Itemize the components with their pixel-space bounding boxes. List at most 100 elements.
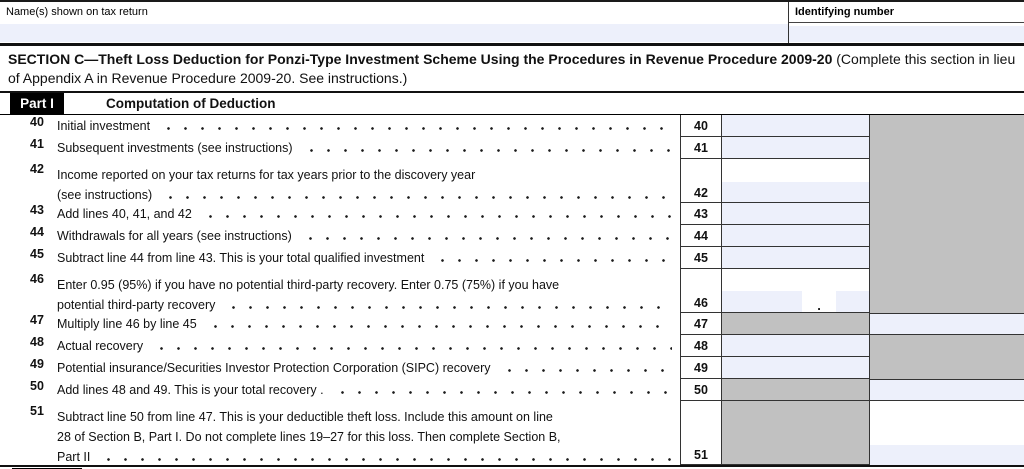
- table-row-line-45: 45 Subtract line 44 from line 43. This is…: [0, 247, 1024, 269]
- line-46-text-content: potential third-party recovery: [57, 298, 216, 312]
- line-42-text: Income reported on your tax returns for …: [57, 162, 680, 203]
- line-51-text-line: 28 of Section B, Part I. Do not complete…: [57, 427, 676, 447]
- line-46-number: 46: [30, 272, 44, 286]
- line-43-number: 43: [30, 203, 44, 217]
- line-44-text: Withdrawals for all years (see instructi…: [57, 225, 680, 247]
- dot-leader: [500, 369, 672, 372]
- line-40-right-cell: [870, 115, 1024, 137]
- dot-leader: [206, 325, 672, 328]
- line-51-number-box: 51: [680, 401, 722, 465]
- line-41-amount-field[interactable]: [722, 137, 870, 159]
- line-48-text-line: Actual recovery: [57, 336, 676, 356]
- line-42-text-line: (see instructions): [57, 185, 676, 205]
- line-40-amount-field[interactable]: [722, 115, 870, 137]
- line-47-text-line: Multiply line 46 by line 45: [57, 314, 676, 334]
- form-header: Name(s) shown on tax return Identifying …: [0, 2, 1024, 46]
- name-box: Name(s) shown on tax return: [0, 2, 789, 43]
- identifying-number-input[interactable]: [789, 26, 1024, 42]
- line-41-right-cell: [870, 137, 1024, 159]
- line-40-text-content: Initial investment: [57, 119, 151, 133]
- line-47-amount-field: [722, 313, 870, 335]
- line-44-description: 44 Withdrawals for all years (see instruc…: [0, 225, 680, 247]
- line-44-amount-field[interactable]: [722, 225, 870, 247]
- line-47-right-cell[interactable]: [870, 313, 1024, 335]
- line-51-text-line: Part II: [57, 447, 676, 467]
- line-51-description: 51 Subtract line 50 from line 47. This is…: [0, 401, 680, 465]
- section-c-title: SECTION C—Theft Loss Deduction for Ponzi…: [0, 46, 1024, 93]
- line-51-right-input-band[interactable]: [870, 445, 1024, 465]
- line-50-amount-field: [722, 379, 870, 401]
- section-c-title-bold: SECTION C—Theft Loss Deduction for Ponzi…: [8, 51, 837, 67]
- line-42-amount-input-band[interactable]: [722, 182, 869, 202]
- line-47-description: 47 Multiply line 46 by line 45: [0, 313, 680, 335]
- line-51-text: Subtract line 50 from line 47. This is y…: [57, 404, 680, 465]
- table-row-line-44: 44 Withdrawals for all years (see instruc…: [0, 225, 1024, 247]
- line-42-text-line: Income reported on your tax returns for …: [57, 165, 676, 185]
- line-46-text-line: Enter 0.95 (95%) if you have no potentia…: [57, 275, 676, 295]
- line-48-right-cell: [870, 335, 1024, 357]
- computation-table: 40 Initial investment 40 41 Subsequent inves…: [0, 115, 1024, 465]
- dot-leader: [153, 347, 672, 350]
- line-51-right-cell[interactable]: [870, 401, 1024, 465]
- line-40-number: 40: [30, 115, 44, 129]
- line-40-text: Initial investment: [57, 115, 680, 137]
- line-46-whole-part-input[interactable]: [722, 291, 802, 312]
- line-42-amount-field[interactable]: [722, 159, 870, 203]
- line-42-number: 42: [30, 162, 44, 176]
- line-41-number: 41: [30, 137, 44, 151]
- line-50-number-box: 50: [680, 379, 722, 401]
- line-50-right-cell[interactable]: [870, 379, 1024, 401]
- line-47-number-box: 47: [680, 313, 722, 335]
- line-46-text-line: potential third-party recovery: [57, 295, 676, 315]
- line-45-text-line: Subtract line 44 from line 43. This is y…: [57, 248, 676, 268]
- line-49-text-line: Potential insurance/Securities Investor …: [57, 358, 676, 378]
- line-51-text-line: Subtract line 50 from line 47. This is y…: [57, 407, 676, 427]
- part-1-bar: Part I Computation of Deduction: [0, 93, 1024, 115]
- section-c-title-note: (Complete this section in lieu of Append…: [8, 51, 1016, 86]
- line-50-number: 50: [30, 379, 44, 393]
- line-43-amount-field[interactable]: [722, 203, 870, 225]
- line-51-amount-field: [722, 401, 870, 465]
- line-50-text: Add lines 48 and 49. This is your total …: [57, 379, 680, 401]
- dot-leader: [225, 306, 672, 309]
- line-50-text-line: Add lines 48 and 49. This is your total …: [57, 380, 676, 400]
- dot-leader: [160, 127, 672, 130]
- line-42-description: 42 Income reported on your tax returns fo…: [0, 159, 680, 203]
- line-45-amount-field[interactable]: [722, 247, 870, 269]
- line-43-right-cell: [870, 203, 1024, 225]
- line-51-text-content: Part II: [57, 450, 91, 464]
- dot-leader: [201, 215, 672, 218]
- dot-leader: [333, 391, 672, 394]
- line-42-text-content: Income reported on your tax returns for …: [57, 168, 476, 182]
- line-46-fraction-part-input[interactable]: [836, 291, 869, 312]
- line-44-text-line: Withdrawals for all years (see instructi…: [57, 226, 676, 246]
- table-row-line-49: 49 Potential insurance/Securities Investo…: [0, 357, 1024, 379]
- line-51-text-content: Subtract line 50 from line 47. This is y…: [57, 410, 553, 424]
- line-46-description: 46 Enter 0.95 (95%) if you have no potent…: [0, 269, 680, 313]
- line-47-text: Multiply line 46 by line 45: [57, 313, 680, 335]
- name-label: Name(s) shown on tax return: [6, 6, 148, 18]
- line-45-number-box: 45: [680, 247, 722, 269]
- line-47-text-content: Multiply line 46 by line 45: [57, 317, 197, 331]
- line-41-description: 41 Subsequent investments (see instructio…: [0, 137, 680, 159]
- table-row-line-50: 50 Add lines 48 and 49. This is your tota…: [0, 379, 1024, 401]
- table-row-line-46: 46 Enter 0.95 (95%) if you have no potent…: [0, 269, 1024, 313]
- dot-leader: [434, 259, 672, 262]
- line-40-description: 40 Initial investment: [0, 115, 680, 137]
- line-46-amount-field[interactable]: .: [722, 269, 870, 313]
- identifying-number-box: Identifying number: [789, 2, 1024, 43]
- name-input[interactable]: [0, 24, 788, 42]
- line-44-right-cell: [870, 225, 1024, 247]
- line-49-description: 49 Potential insurance/Securities Investo…: [0, 357, 680, 379]
- table-row-line-41: 41 Subsequent investments (see instructio…: [0, 137, 1024, 159]
- table-row-line-47: 47 Multiply line 46 by line 45 47: [0, 313, 1024, 335]
- line-49-amount-field[interactable]: [722, 357, 870, 379]
- table-bottom-rule: [0, 465, 1024, 469]
- line-51-text-content: 28 of Section B, Part I. Do not complete…: [57, 430, 561, 444]
- line-48-amount-field[interactable]: [722, 335, 870, 357]
- line-43-text-line: Add lines 40, 41, and 42: [57, 204, 676, 224]
- line-43-text-content: Add lines 40, 41, and 42: [57, 207, 192, 221]
- line-44-text-content: Withdrawals for all years (see instructi…: [57, 229, 292, 243]
- line-43-number-box: 43: [680, 203, 722, 225]
- table-row-line-48: 48 Actual recovery 48: [0, 335, 1024, 357]
